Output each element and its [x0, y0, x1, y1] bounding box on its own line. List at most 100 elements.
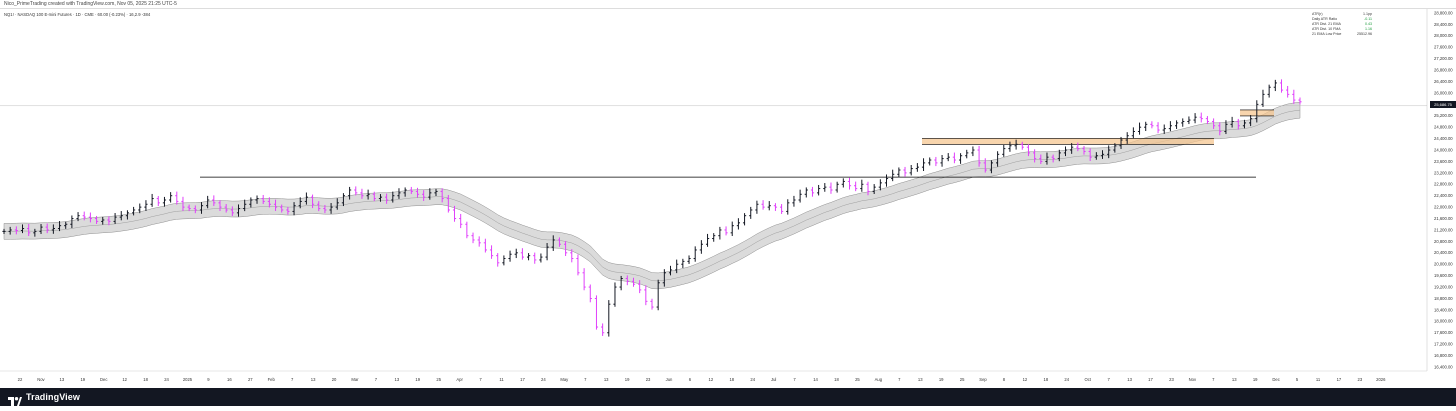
tradingview-logo[interactable]: TradingView	[8, 391, 80, 406]
time-tick-label: 16	[227, 377, 232, 382]
ohlc-bar	[489, 245, 494, 259]
ohlc-bar	[409, 186, 413, 194]
price-tick-label: 19,200.00	[1434, 284, 1453, 289]
ohlc-bar	[638, 280, 642, 294]
ohlc-bar	[1131, 127, 1135, 139]
ohlc-bar	[940, 154, 944, 167]
price-tick-label: 18,400.00	[1434, 307, 1453, 312]
stats-label: Daily ATR Ratio	[1312, 17, 1338, 21]
ohlc-bar	[335, 198, 339, 210]
ohlc-bar	[705, 233, 710, 247]
ohlc-bar	[767, 201, 771, 211]
ohlc-bar	[508, 250, 512, 262]
stats-row: ATR Dist. 21 EMA 0.43	[1312, 22, 1372, 27]
price-chart[interactable]: NQ1! · NASDAQ 100 E-mini Futures · 1D · …	[0, 9, 1456, 389]
ohlc-bar	[712, 233, 716, 242]
time-tick-label: 8	[1003, 377, 1006, 382]
time-tick-label: 24	[750, 377, 755, 382]
time-tick-label: Oct	[1084, 377, 1091, 382]
ohlc-bar	[1125, 132, 1129, 144]
ohlc-bar	[724, 226, 728, 236]
time-tick-label: 19	[625, 377, 630, 382]
ohlc-bar	[144, 200, 148, 211]
chart-frame[interactable]: NQ1! · NASDAQ 100 E-mini Futures · 1D · …	[0, 8, 1456, 389]
ohlc-bar	[613, 282, 617, 307]
ohlc-bar	[415, 187, 420, 198]
time-tick-label: 11	[1316, 377, 1321, 382]
ohlc-bar	[45, 223, 49, 234]
ohlc-bar	[854, 181, 858, 192]
price-axis[interactable]: 28,800.00 28,400.00 28,000.00 27,600.00 27,2…	[1434, 10, 1453, 369]
ohlc-bar	[656, 279, 660, 311]
time-tick-label: 9	[207, 377, 210, 382]
ohlc-bar	[668, 265, 673, 276]
time-axis[interactable]: 22 Nov 13 19 Dec 12 18 24 2025 9 16 27 Feb 7 13 20 Mar 7 1…	[18, 377, 1386, 382]
stats-row: Daily ATR Ratio -0.11	[1312, 17, 1372, 22]
price-tick-label: 16,400.00	[1434, 364, 1453, 369]
ohlc-bar	[113, 213, 117, 224]
price-tick-label: 27,200.00	[1434, 56, 1453, 61]
stats-label: ATR Dist. 10 FMA	[1312, 27, 1341, 31]
time-tick-label: 25	[855, 377, 860, 382]
ohlc-bar	[267, 197, 271, 208]
ohlc-bar	[878, 179, 882, 191]
time-tick-label: 13	[1232, 377, 1237, 382]
stats-label: ATR(r)	[1312, 12, 1323, 16]
current-price-label: 25,686.75	[1434, 102, 1452, 108]
price-tick-label: 25,200.00	[1434, 113, 1453, 118]
ohlc-bar	[817, 184, 821, 196]
ohlc-bar	[175, 191, 179, 205]
ohlc-bar	[434, 188, 438, 197]
ohlc-bar	[891, 169, 895, 182]
ohlc-bar	[1088, 148, 1092, 161]
ohlc-bar	[1292, 89, 1296, 104]
ohlc-bar	[693, 246, 697, 262]
time-tick-label: 18	[1043, 377, 1048, 382]
ohlc-bar	[1187, 116, 1191, 125]
ohlc-bar	[292, 202, 296, 216]
time-tick-label: Dec	[1272, 377, 1279, 382]
ohlc-bar	[1279, 79, 1284, 93]
time-tick-label: 13	[1127, 377, 1132, 382]
logo-text: TradingView	[26, 392, 80, 402]
ohlc-bar	[780, 204, 784, 214]
price-tick-label: 23,200.00	[1434, 170, 1453, 175]
ohlc-bar	[360, 188, 364, 199]
stats-value: 1.1pp	[1363, 12, 1372, 16]
stats-value: 1.16	[1365, 27, 1372, 31]
stats-value: -0.11	[1364, 17, 1372, 21]
time-tick-label: 17	[520, 377, 525, 382]
ohlc-bar	[20, 224, 25, 234]
ohlc-bar	[798, 189, 802, 203]
ohlc-bar	[1212, 118, 1216, 129]
time-tick-label: 7	[479, 377, 482, 382]
ohlc-bar	[422, 190, 426, 201]
ohlc-bar	[847, 177, 852, 190]
ohlc-bar	[539, 253, 543, 263]
ohlc-bar	[835, 181, 839, 193]
time-tick-label: Mar	[351, 377, 359, 382]
ohlc-bar	[1045, 152, 1049, 165]
ohlc-bar	[230, 206, 234, 217]
ohlc-bar	[1298, 97, 1302, 105]
ohlc-bar	[317, 201, 321, 212]
ohlc-bar	[514, 248, 518, 259]
time-tick-label: 5	[1296, 377, 1299, 382]
ohlc-bar	[94, 215, 99, 224]
ohlc-bar	[169, 192, 173, 203]
time-tick-label: 17	[1337, 377, 1342, 382]
ohlc-bar	[872, 184, 876, 194]
time-tick-label: Aug	[875, 377, 883, 382]
price-tick-label: 24,800.00	[1434, 125, 1453, 130]
ohlc-bar	[206, 195, 210, 209]
ohlc-bar	[119, 211, 123, 221]
time-tick-label: 23	[1358, 377, 1363, 382]
ohlc-bar	[187, 204, 191, 212]
ohlc-bar	[1137, 122, 1142, 135]
ohlc-bar	[477, 236, 481, 247]
time-tick-label: 20	[332, 377, 337, 382]
ohlc-bar	[1267, 84, 1271, 98]
ohlc-bar	[1218, 122, 1222, 136]
ohlc-bar	[594, 295, 599, 330]
ema-band	[3, 101, 1301, 290]
